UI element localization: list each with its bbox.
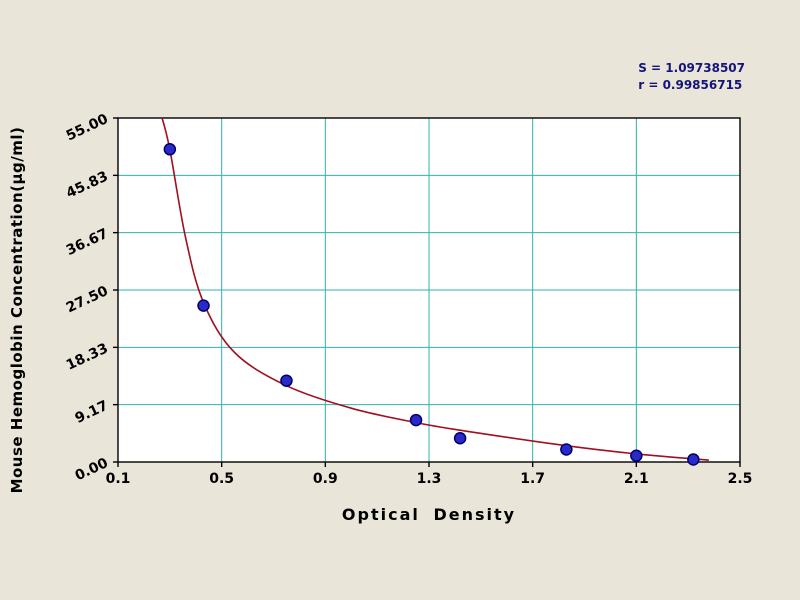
- stat-correlation: r = 0.99856715: [638, 78, 743, 92]
- y-tick-label: 36.67: [64, 226, 111, 259]
- y-tick-label: 18.33: [64, 340, 111, 373]
- x-tick-label: 0.9: [313, 471, 338, 487]
- x-axis-title: Optical Density: [341, 505, 517, 524]
- stat-standard-error: S = 1.09738507: [638, 61, 745, 75]
- y-tick-label: 45.83: [64, 168, 111, 201]
- data-point: [687, 453, 700, 466]
- x-tick-label: 2.5: [728, 471, 753, 487]
- data-point: [630, 449, 643, 462]
- x-tick-label: 0.5: [209, 471, 234, 487]
- fit-curve: [161, 117, 709, 461]
- y-tick-label: 27.50: [64, 283, 111, 316]
- x-tick-label: 2.1: [624, 471, 649, 487]
- data-point: [409, 413, 423, 427]
- y-tick-label: 55.00: [64, 111, 111, 144]
- data-points: [163, 143, 700, 466]
- data-point: [453, 431, 467, 445]
- y-axis-title: Mouse Hemoglobin Concentration(μg/ml): [8, 126, 26, 494]
- x-tick-label: 1.3: [417, 471, 442, 487]
- x-tick-label: 0.1: [106, 471, 131, 487]
- data-point: [163, 143, 177, 156]
- y-tick-label: 9.17: [73, 398, 111, 427]
- axis-ticks: [113, 117, 741, 467]
- data-point: [280, 374, 293, 387]
- fit-statistics: S = 1.09738507 r = 0.99856715: [638, 60, 745, 94]
- x-tick-label: 1.7: [520, 471, 545, 487]
- data-point: [560, 443, 573, 456]
- data-point: [197, 299, 210, 312]
